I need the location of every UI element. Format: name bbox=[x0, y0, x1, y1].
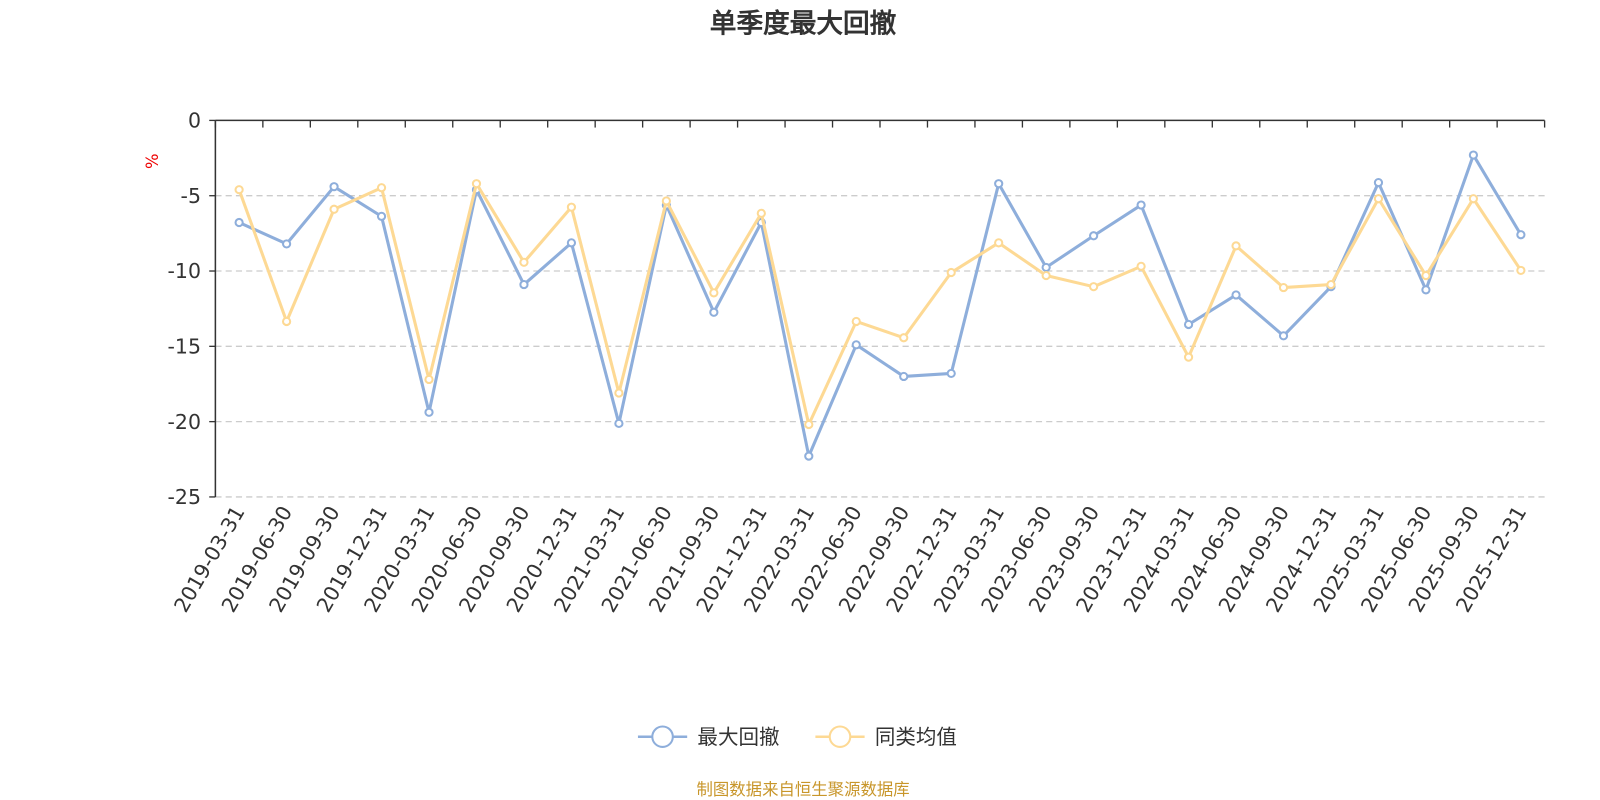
legend-item: 同类均值 bbox=[815, 725, 957, 749]
data-point bbox=[424, 374, 434, 385]
data-point bbox=[566, 202, 577, 212]
data-point bbox=[1516, 265, 1526, 276]
data-point bbox=[946, 368, 956, 379]
data-point bbox=[1421, 270, 1431, 281]
data-point bbox=[661, 196, 671, 206]
data-point bbox=[1041, 262, 1051, 272]
data-point bbox=[756, 208, 766, 218]
chart-title: 单季度最大回撤 bbox=[710, 9, 897, 40]
y-tick-label: -20 bbox=[168, 410, 201, 434]
data-point bbox=[1231, 290, 1241, 300]
data-point bbox=[1468, 150, 1479, 160]
data-point bbox=[994, 179, 1004, 189]
data-point bbox=[1373, 194, 1384, 204]
data-point bbox=[281, 239, 292, 249]
legend-label: 同类均值 bbox=[875, 725, 957, 749]
data-point bbox=[471, 179, 482, 189]
data-point bbox=[329, 204, 339, 214]
y-tick-label: 0 bbox=[188, 109, 201, 133]
y-tick-label: -5 bbox=[181, 184, 201, 208]
data-point bbox=[614, 388, 624, 398]
data-point bbox=[851, 340, 861, 350]
data-point bbox=[994, 238, 1004, 248]
data-point bbox=[1089, 231, 1099, 241]
legend-label: 最大回撤 bbox=[697, 725, 779, 749]
data-point bbox=[1231, 241, 1241, 251]
data-point bbox=[281, 316, 292, 327]
data-point bbox=[1041, 270, 1051, 281]
data-point bbox=[519, 279, 529, 290]
legend-marker-icon bbox=[828, 725, 852, 748]
data-point bbox=[804, 419, 814, 430]
data-point bbox=[1516, 230, 1526, 240]
footer-source: 制图数据来自恒生聚源数据库 bbox=[696, 780, 909, 799]
data-point bbox=[614, 418, 624, 429]
data-point bbox=[376, 183, 387, 193]
data-point bbox=[1278, 282, 1289, 293]
data-point bbox=[899, 371, 909, 382]
series-max-drawdown bbox=[234, 150, 1526, 461]
data-point bbox=[566, 238, 577, 248]
data-point bbox=[329, 182, 339, 192]
y-tick-label: -15 bbox=[168, 335, 201, 359]
data-point bbox=[1136, 261, 1146, 271]
data-point bbox=[709, 288, 719, 298]
data-point bbox=[1468, 194, 1479, 204]
legend-marker-icon bbox=[651, 725, 674, 748]
data-point bbox=[709, 307, 719, 317]
data-point bbox=[234, 185, 244, 195]
data-point bbox=[1136, 200, 1146, 210]
legend-item: 最大回撤 bbox=[637, 725, 779, 749]
data-point bbox=[1278, 331, 1289, 341]
data-point bbox=[899, 333, 909, 343]
data-point bbox=[234, 217, 244, 228]
y-tick-label: -25 bbox=[168, 485, 201, 509]
data-point bbox=[1421, 285, 1431, 295]
data-point bbox=[1089, 282, 1099, 292]
series-line bbox=[237, 182, 1523, 427]
data-point bbox=[946, 267, 956, 278]
data-point bbox=[804, 451, 814, 461]
data-point bbox=[1183, 319, 1194, 330]
data-point bbox=[851, 316, 861, 327]
data-point bbox=[1373, 178, 1384, 188]
y-tick-label: -10 bbox=[168, 259, 201, 283]
y-axis-unit: % bbox=[143, 153, 162, 169]
series-line bbox=[238, 153, 1523, 458]
data-point bbox=[1326, 279, 1336, 290]
data-point bbox=[376, 211, 387, 221]
data-point bbox=[1183, 352, 1194, 362]
data-point bbox=[519, 257, 529, 267]
series-peer-average bbox=[234, 179, 1526, 430]
data-point bbox=[424, 407, 434, 417]
